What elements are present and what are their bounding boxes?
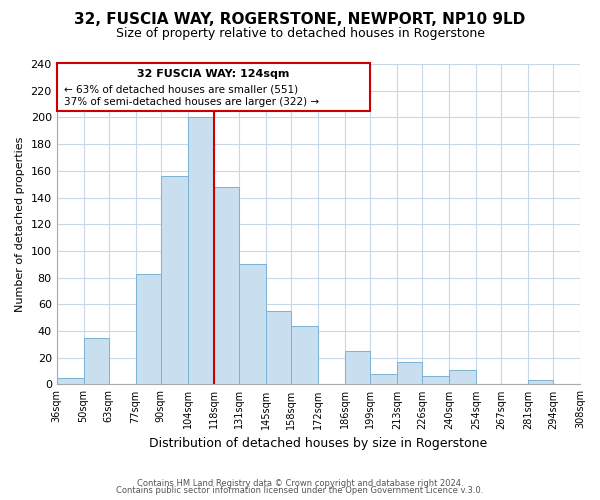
Bar — [449, 370, 476, 384]
Bar — [528, 380, 553, 384]
Bar — [83, 338, 109, 384]
Bar — [397, 362, 422, 384]
Bar — [214, 187, 239, 384]
Bar — [239, 264, 266, 384]
Y-axis label: Number of detached properties: Number of detached properties — [15, 136, 25, 312]
Text: 32 FUSCIA WAY: 124sqm: 32 FUSCIA WAY: 124sqm — [137, 70, 290, 80]
Bar — [136, 274, 161, 384]
Text: ← 63% of detached houses are smaller (551): ← 63% of detached houses are smaller (55… — [64, 84, 298, 94]
Text: Size of property relative to detached houses in Rogerstone: Size of property relative to detached ho… — [115, 28, 485, 40]
Bar — [370, 374, 397, 384]
Bar — [187, 118, 214, 384]
Bar — [161, 176, 187, 384]
Text: Contains public sector information licensed under the Open Government Licence v.: Contains public sector information licen… — [116, 486, 484, 495]
X-axis label: Distribution of detached houses by size in Rogerstone: Distribution of detached houses by size … — [149, 437, 487, 450]
Text: 32, FUSCIA WAY, ROGERSTONE, NEWPORT, NP10 9LD: 32, FUSCIA WAY, ROGERSTONE, NEWPORT, NP1… — [74, 12, 526, 28]
FancyBboxPatch shape — [56, 62, 370, 110]
Bar — [345, 351, 370, 384]
Bar — [292, 326, 319, 384]
Text: 37% of semi-detached houses are larger (322) →: 37% of semi-detached houses are larger (… — [64, 98, 319, 108]
Bar — [266, 311, 292, 384]
Text: Contains HM Land Registry data © Crown copyright and database right 2024.: Contains HM Land Registry data © Crown c… — [137, 478, 463, 488]
Bar — [56, 378, 83, 384]
Bar — [580, 380, 600, 384]
Bar — [422, 376, 449, 384]
